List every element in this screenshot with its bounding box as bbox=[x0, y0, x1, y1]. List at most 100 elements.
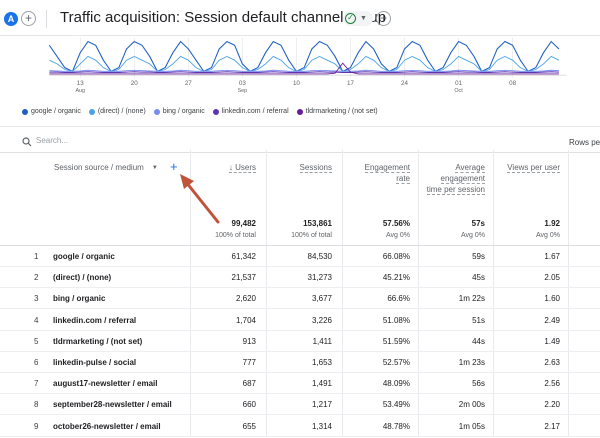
cell-engagement-rate: 51.08% bbox=[382, 315, 410, 325]
table-row[interactable]: 4 linkedin.com / referral 1,704 3,226 51.08%… bbox=[0, 310, 600, 331]
report-status-dropdown[interactable]: ✓ ▼ bbox=[343, 11, 373, 26]
cell-sessions: 1,217 bbox=[311, 400, 332, 410]
row-dimension-value: tldrmarketing / (not set) bbox=[53, 336, 143, 346]
legend-item[interactable]: tldrmarketing / (not set) bbox=[296, 108, 378, 115]
column-header-label: Engagement rate bbox=[364, 163, 410, 184]
cell-views-per-user: 1.60 bbox=[544, 294, 560, 304]
header-divider bbox=[46, 10, 47, 28]
cell-engagement-rate: 52.57% bbox=[382, 358, 410, 367]
table-row[interactable]: 6 linkedin-pulse / social 777 1,653 52.57% 1m… bbox=[0, 352, 600, 373]
column-divider bbox=[342, 150, 343, 436]
column-header-engagement-rate[interactable]: Engagement rate bbox=[350, 162, 410, 184]
row-dimension-value: linkedin-pulse / social bbox=[53, 358, 137, 367]
x-tick-label: 01 bbox=[455, 80, 462, 87]
avatar[interactable]: A bbox=[4, 12, 18, 26]
table-row[interactable]: 9 october26-newsletter / email 655 1,314 48.… bbox=[0, 416, 600, 437]
row-index: 9 bbox=[34, 421, 39, 431]
search-input[interactable] bbox=[36, 136, 236, 145]
table-row[interactable]: 3 bing / organic 2,620 3,677 66.6% 1m 22s 1.60 bbox=[0, 288, 600, 310]
chart-legend: google / organic (direct) / (none) bing / … bbox=[22, 108, 378, 115]
cell-engagement-rate: 48.78% bbox=[382, 421, 410, 431]
cell-engagement-rate: 53.49% bbox=[382, 400, 410, 410]
table-row[interactable]: 5 tldrmarketing / (not set) 913 1,411 51.59%… bbox=[0, 331, 600, 352]
cell-users: 2,620 bbox=[235, 294, 256, 304]
legend-item[interactable]: (direct) / (none) bbox=[88, 108, 146, 115]
x-tick-label: 17 bbox=[347, 80, 354, 87]
cell-views-per-user: 1.67 bbox=[544, 252, 560, 261]
column-header-avg-engagement-time[interactable]: Average engagement time per session bbox=[425, 162, 485, 195]
legend-label: bing / organic bbox=[162, 108, 205, 115]
cell-sessions: 1,653 bbox=[311, 358, 332, 367]
column-header-users[interactable]: ↓ Users bbox=[196, 162, 256, 173]
table-row[interactable]: 2 (direct) / (none) 21,537 31,273 45.21% 45s 2… bbox=[0, 267, 600, 289]
row-dimension-value: linkedin.com / referral bbox=[53, 315, 137, 325]
table-row[interactable]: 8 september28-newsletter / email 660 1,217 5… bbox=[0, 394, 600, 416]
x-tick-label: 13 bbox=[77, 80, 84, 87]
cell-sessions: 84,530 bbox=[307, 252, 332, 261]
table-row[interactable]: 7 august17-newsletter / email 687 1,491 48.0… bbox=[0, 373, 600, 395]
total-sessions-sub: 100% of total bbox=[291, 232, 332, 239]
cell-engagement-rate: 51.59% bbox=[382, 336, 410, 346]
search-icon bbox=[22, 137, 32, 147]
cell-engagement-rate: 66.08% bbox=[382, 252, 410, 261]
legend-item[interactable]: bing / organic bbox=[153, 108, 205, 115]
cell-views-per-user: 2.56 bbox=[544, 379, 560, 389]
series-line-google-organic bbox=[48, 40, 560, 73]
total-views-per-user: 1.92 bbox=[544, 219, 560, 228]
column-header-views-per-user[interactable]: Views per user bbox=[500, 162, 560, 173]
cell-sessions: 3,677 bbox=[311, 294, 332, 304]
row-dimension-value: october26-newsletter / email bbox=[53, 421, 161, 431]
legend-label: tldrmarketing / (not set) bbox=[305, 108, 378, 115]
x-tick-label: 27 bbox=[185, 80, 192, 87]
cell-views-per-user: 1.49 bbox=[544, 336, 560, 346]
add-button[interactable]: + bbox=[376, 11, 391, 26]
cell-avg-engagement-time: 45s bbox=[472, 273, 485, 283]
row-index: 2 bbox=[34, 273, 39, 283]
x-tick-label: 03 bbox=[239, 80, 246, 87]
series-line-tldrmarketing-not-set- bbox=[49, 62, 559, 75]
x-tick-month-label: Sep bbox=[238, 88, 248, 94]
cell-avg-engagement-time: 1m 22s bbox=[458, 294, 485, 304]
total-users-sub: 100% of total bbox=[215, 232, 256, 239]
search-bar: Rows pe bbox=[0, 135, 600, 153]
column-divider bbox=[266, 150, 267, 436]
cell-avg-engagement-time: 1m 23s bbox=[458, 358, 485, 367]
legend-dot bbox=[153, 108, 160, 115]
dimension-header[interactable]: Session source / medium ▼ bbox=[54, 163, 158, 172]
chevron-down-icon: ▼ bbox=[360, 15, 367, 22]
legend-dot bbox=[296, 108, 303, 115]
cell-avg-engagement-time: 2m 00s bbox=[458, 400, 485, 410]
legend-item[interactable]: google / organic bbox=[22, 108, 81, 115]
cell-engagement-rate: 66.6% bbox=[387, 294, 410, 304]
row-dimension-value: (direct) / (none) bbox=[53, 273, 112, 283]
row-index: 1 bbox=[34, 252, 39, 261]
cell-views-per-user: 2.63 bbox=[544, 358, 560, 367]
cell-avg-engagement-time: 44s bbox=[472, 336, 485, 346]
legend-item[interactable]: linkedin.com / referral bbox=[212, 108, 289, 115]
column-header-sessions[interactable]: Sessions bbox=[272, 162, 332, 173]
x-tick-label: 20 bbox=[131, 80, 138, 87]
row-index: 4 bbox=[34, 315, 39, 325]
legend-dot bbox=[88, 108, 95, 115]
chevron-down-icon[interactable]: ▼ bbox=[151, 164, 158, 171]
cell-views-per-user: 2.20 bbox=[544, 400, 560, 410]
cell-avg-engagement-time: 56s bbox=[472, 379, 485, 389]
column-divider bbox=[190, 150, 191, 436]
cell-users: 61,342 bbox=[231, 252, 256, 261]
cell-avg-engagement-time: 1m 05s bbox=[458, 421, 485, 431]
cell-sessions: 1,491 bbox=[311, 379, 332, 389]
cell-engagement-rate: 45.21% bbox=[382, 273, 410, 283]
cell-views-per-user: 2.17 bbox=[544, 421, 560, 431]
cell-users: 655 bbox=[242, 421, 256, 431]
cell-users: 777 bbox=[242, 358, 256, 367]
table-row[interactable]: 1 google / organic 61,342 84,530 66.08% 59s 1.… bbox=[0, 246, 600, 267]
cell-sessions: 1,314 bbox=[311, 421, 332, 431]
dimension-header-label: Session source / medium bbox=[54, 163, 144, 172]
column-header-label: Average engagement time per session bbox=[426, 163, 485, 195]
cell-users: 660 bbox=[242, 400, 256, 410]
cell-users: 913 bbox=[242, 336, 256, 346]
rows-per-page-label[interactable]: Rows pe bbox=[569, 138, 600, 147]
add-dimension-button[interactable]: + bbox=[170, 159, 178, 174]
add-comparison-button[interactable]: + bbox=[21, 11, 36, 26]
total-users: 99,482 bbox=[231, 219, 256, 228]
